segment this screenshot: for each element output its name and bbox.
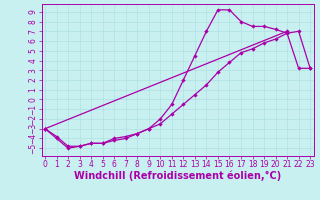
X-axis label: Windchill (Refroidissement éolien,°C): Windchill (Refroidissement éolien,°C) [74,171,281,181]
